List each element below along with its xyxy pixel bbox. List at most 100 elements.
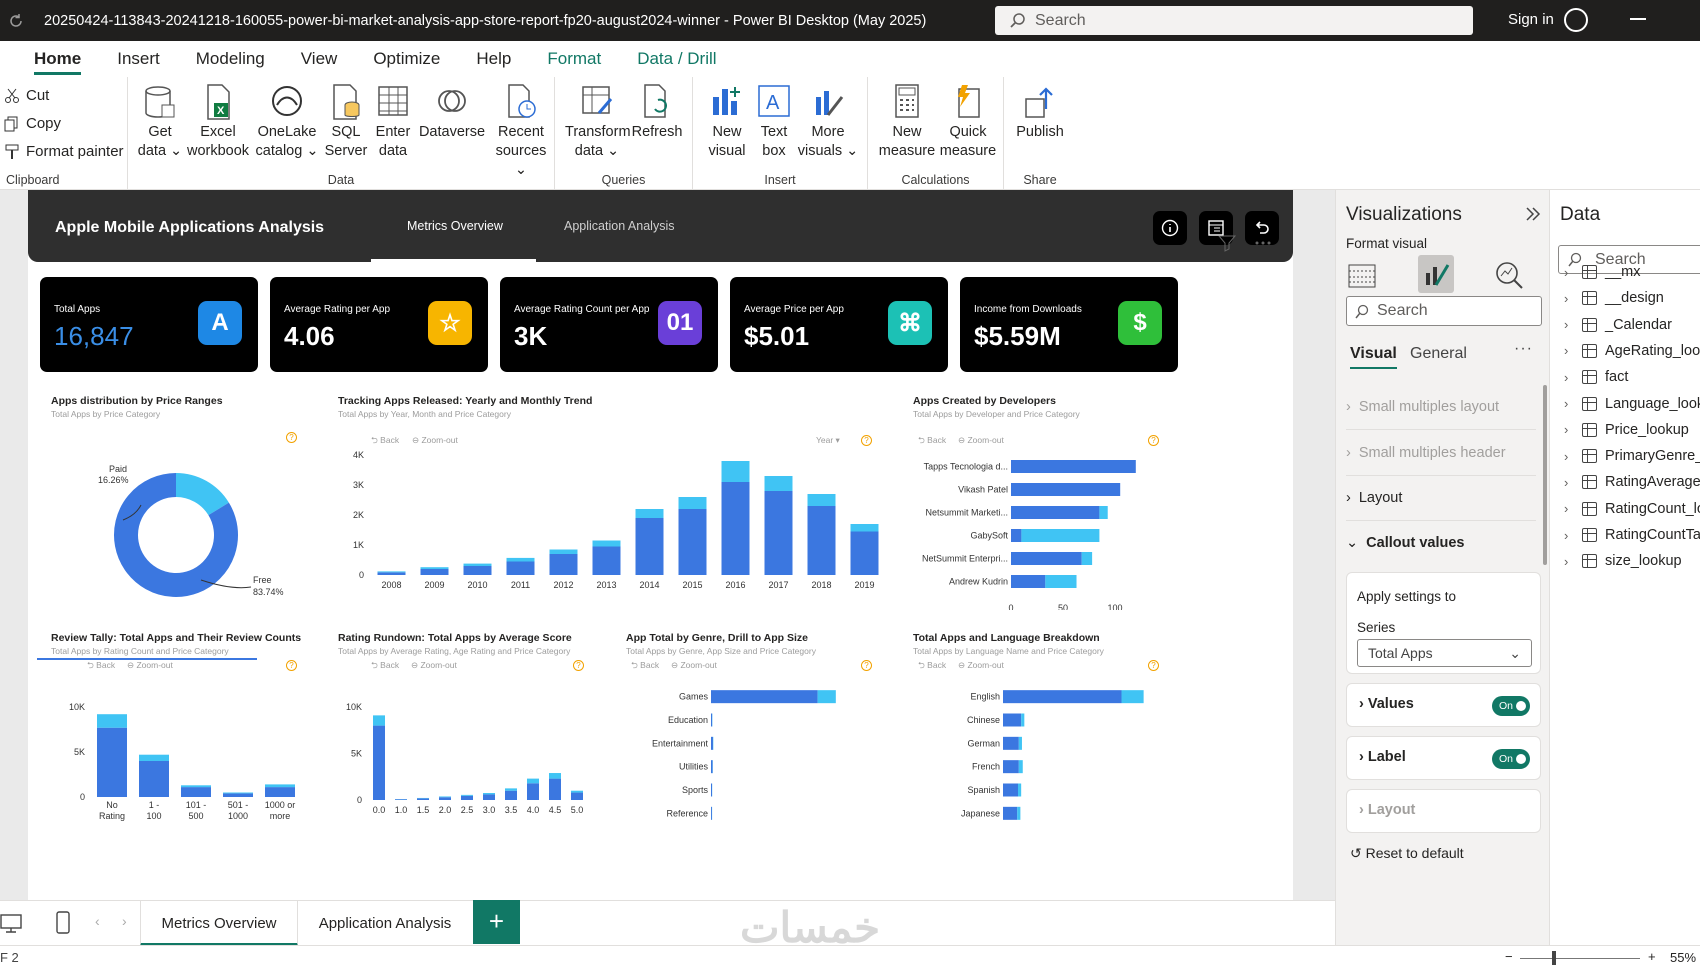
help-icon[interactable]: ? [573,660,584,671]
reset-default-link[interactable]: ↺ Reset to default [1350,845,1464,861]
data-table-item[interactable]: › __design [1564,290,1664,306]
data-table-item[interactable]: › AgeRating_lookup [1564,343,1700,359]
avatar-icon[interactable] [1564,8,1588,32]
back-button[interactable]: ⮌ Back [371,660,400,670]
tab-data-drill[interactable]: Data / Drill [637,49,717,68]
tab-home[interactable]: Home [16,41,99,77]
back-button[interactable]: ⮌ Back [371,435,400,445]
quick-measure-button[interactable]: Quick measure [938,83,998,161]
zoom-out-button[interactable]: ⊖ Zoom-out [958,660,1004,670]
data-table-item[interactable]: › PrimaryGenre_lookup [1564,448,1700,464]
collapse-pane-icon[interactable] [1524,205,1542,223]
visual-header-icons[interactable] [1217,233,1277,253]
data-table-item[interactable]: › __mx [1564,264,1640,280]
label-toggle[interactable]: On [1492,749,1530,769]
page-tab-metrics-overview[interactable]: Metrics Overview [140,901,298,946]
help-icon[interactable]: ? [861,660,872,671]
data-table-item[interactable]: › _Calendar [1564,317,1672,333]
help-icon[interactable]: ? [286,432,297,443]
data-table-item[interactable]: › RatingAverage_lookup [1564,474,1700,490]
title-search-input[interactable]: Search [995,6,1473,35]
sign-in-link[interactable]: Sign in [1508,11,1554,28]
kpi-card[interactable]: Average Price per App $5.01 ⌘ [730,277,948,372]
zoom-out-icon[interactable]: − [1505,949,1513,964]
visual-release-trend[interactable]: Tracking Apps Released: Yearly and Month… [338,395,898,610]
page-tab-application-analysis[interactable]: Application Analysis [318,915,452,932]
data-table-item[interactable]: › size_lookup [1564,553,1682,569]
section-small-multiples-header[interactable]: › Small multiples header [1346,430,1536,476]
zoom-in-icon[interactable]: + [1648,949,1656,964]
enter-data-button[interactable]: Enter data [371,83,415,161]
tab-view[interactable]: View [300,49,338,68]
data-table-item[interactable]: › Language_lookup [1564,396,1700,412]
new-visual-button[interactable]: New visual [703,83,751,161]
report-tab-application-analysis[interactable]: Application Analysis [564,219,675,233]
pane-scrollbar[interactable] [1543,385,1547,565]
zoom-out-button[interactable]: ⊖ Zoom-out [958,435,1004,445]
onelake-catalog-button[interactable]: OneLake catalog ⌄ [253,83,321,161]
visual-genre[interactable]: App Total by Genre, Drill to App Size To… [626,632,886,832]
refresh-button[interactable]: Refresh [631,83,683,142]
section-callout-values[interactable]: ⌄ Callout values [1346,535,1465,551]
series-dropdown[interactable]: Total Apps ⌄ [1357,639,1532,667]
visual-rating-rundown[interactable]: Rating Rundown: Total Apps by Average Sc… [338,632,598,832]
filter-panel-button[interactable] [1199,211,1233,245]
data-table-item[interactable]: › Price_lookup [1564,422,1689,438]
dataverse-button[interactable]: Dataverse [416,83,488,142]
data-search-input[interactable]: Search [1558,245,1700,274]
help-icon[interactable]: ? [861,435,872,446]
section-small-multiples-layout[interactable]: › Small multiples layout [1346,384,1536,430]
next-page-icon[interactable]: › [122,913,127,929]
desktop-view-icon[interactable] [0,913,24,935]
zoom-slider-thumb[interactable] [1552,951,1556,965]
recent-sources-button[interactable]: Recent sources ⌄ [488,83,554,180]
kpi-card[interactable]: Income from Downloads $5.59M $ [960,277,1178,372]
publish-button[interactable]: Publish [1014,83,1066,142]
kpi-card[interactable]: Average Rating Count per App 3K 01 [500,277,718,372]
more-visuals-button[interactable]: More visuals ⌄ [797,83,859,161]
help-icon[interactable]: ? [286,660,297,671]
transform-data-button[interactable]: Transform data ⌄ [565,83,631,161]
viz-search-input[interactable]: Search [1346,296,1542,326]
format-painter-button[interactable]: Format painter [4,143,124,160]
minimize-icon[interactable] [1630,18,1646,20]
data-table-item[interactable]: › RatingCountTag [1564,527,1700,543]
kpi-card[interactable]: Total Apps 16,847 A [40,277,258,372]
add-page-button[interactable]: + [473,900,520,944]
analytics-icon[interactable] [1494,260,1526,292]
text-box-button[interactable]: A Text box [753,83,795,161]
general-subtab[interactable]: General [1410,345,1467,362]
build-visual-icon[interactable] [1346,260,1378,292]
back-button[interactable]: ⮌ Back [87,660,116,670]
label-card[interactable]: › Label On [1346,736,1541,780]
mobile-view-icon[interactable] [55,911,71,935]
visual-price-ranges[interactable]: Apps distribution by Price Ranges Total … [51,395,311,615]
new-measure-button[interactable]: New measure [878,83,936,161]
report-tab-metrics-overview[interactable]: Metrics Overview [407,219,503,233]
reset-button[interactable] [1245,211,1279,245]
values-toggle[interactable]: On [1492,696,1530,716]
values-card[interactable]: › Values On [1346,683,1541,727]
excel-workbook-button[interactable]: X Excel workbook [186,83,250,161]
zoom-slider[interactable] [1520,958,1640,959]
info-button[interactable] [1153,211,1187,245]
back-button[interactable]: ⮌ Back [918,435,947,445]
year-dropdown[interactable]: Year ▾ [816,435,840,445]
more-options-icon[interactable]: ··· [1514,340,1533,357]
zoom-out-button[interactable]: ⊖ Zoom-out [411,660,457,670]
back-button[interactable]: ⮌ Back [918,660,947,670]
zoom-out-button[interactable]: ⊖ Zoom-out [412,435,458,445]
kpi-card[interactable]: Average Rating per App 4.06 ☆ [270,277,488,372]
tab-format[interactable]: Format [547,49,602,68]
refresh-icon[interactable] [8,13,24,29]
tab-insert[interactable]: Insert [117,49,160,68]
back-button[interactable]: ⮌ Back [631,660,660,670]
help-icon[interactable]: ? [1148,660,1159,671]
prev-page-icon[interactable]: ‹ [95,913,100,929]
tab-modeling[interactable]: Modeling [195,49,265,68]
copy-button[interactable]: Copy [4,115,61,132]
help-icon[interactable]: ? [1148,435,1159,446]
section-layout[interactable]: › Layout [1346,475,1536,521]
format-visual-tab[interactable] [1418,255,1454,293]
visual-language[interactable]: Total Apps and Language Breakdown Total … [913,632,1173,832]
